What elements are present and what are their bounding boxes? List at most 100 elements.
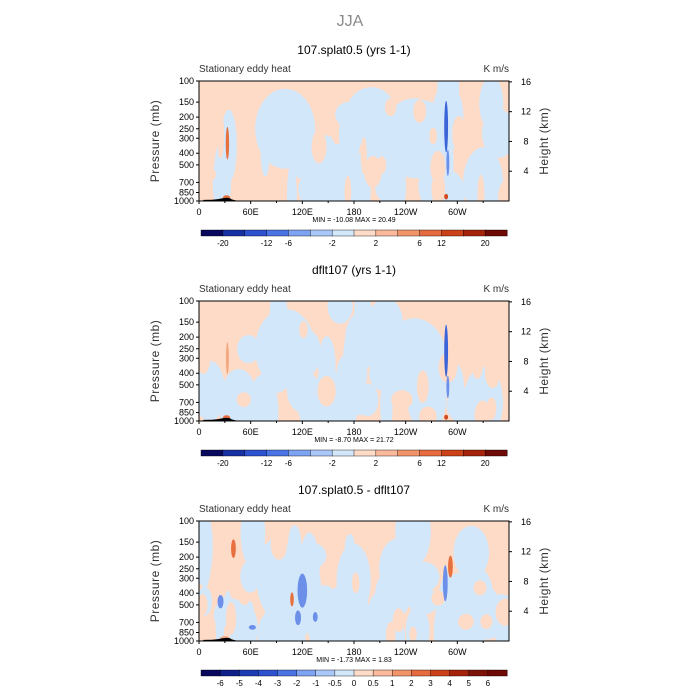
y-axis-label: Pressure (mb) [148,540,162,623]
colorbar-box [277,669,298,677]
y-tick-label: 500 [179,600,194,610]
contour-patch [438,352,458,383]
heatmap-field [199,301,509,421]
y-tick-label: 200 [179,552,194,562]
contour-patch [351,572,360,594]
colorbar-box [449,669,470,677]
colorbar-label: -6 [285,459,293,468]
contour-patch [225,601,237,635]
contour-feature [225,126,230,160]
contour-patch [495,598,509,626]
colorbar-box [200,449,224,457]
x-tick-label: 0 [196,427,201,437]
y-axis-label: Pressure (mb) [148,320,162,403]
contour-feature [248,625,256,630]
contour-feature [446,149,450,177]
colorbar-box [353,669,374,677]
y-axis-label-right: Height (km) [537,547,551,615]
colorbar-label: -6 [285,239,293,248]
x-tick-label: 60E [243,207,259,217]
contour-feature [444,324,449,377]
contour-patch [240,560,261,593]
contour-patch [256,538,297,619]
colorbar-label: 20 [481,459,490,468]
contour-patch [474,400,491,421]
x-tick-label: 120W [394,427,418,437]
y-tick-label: 300 [179,573,194,583]
panel-variable-label: Stationary eddy heat [199,504,291,515]
contour-patch [311,130,327,164]
height-tick-label: 8 [523,356,528,366]
contour-patch [323,584,368,641]
colorbar-box [244,229,268,237]
contour-patch [199,360,226,421]
y-tick-label: 850 [179,408,194,418]
height-tick-label: 4 [523,606,528,616]
panel-1: 107.splat0.5 (yrs 1-1) Stationary eddy he… [148,43,551,248]
y-tick-label: 1000 [174,416,194,426]
panel-2: dflt107 (yrs 1-1) Stationary eddy heat K m… [148,263,551,468]
contour-patch [214,325,223,361]
contour-feature [442,565,448,602]
contour-patch [463,147,504,201]
y-tick-label: 300 [179,353,194,363]
colorbar-box [463,229,486,237]
panel-3: 107.splat0.5 - dflt107 Stationary eddy he… [148,483,551,688]
contour-feature [231,539,236,558]
heatmap-field [199,521,509,641]
contour-feature [225,342,229,375]
colorbar-box [375,449,399,457]
contour-patch [431,590,445,606]
y-tick-label: 100 [179,296,194,306]
contour-patch [298,164,359,201]
min-max-label: MIN = -1.73 MAX = 1.83 [316,657,392,664]
colorbar-label: -2 [293,679,301,688]
colorbar-box [239,669,259,677]
contour-patch [473,580,487,596]
colorbar-box [331,449,355,457]
panel-title: 107.splat0.5 (yrs 1-1) [297,43,410,57]
panel-variable-label: Stationary eddy heat [199,64,291,75]
contour-patch [409,626,417,641]
colorbar-label: -5 [236,679,244,688]
contour-patch [344,175,352,201]
contour-patch [484,356,501,389]
colorbar-box [353,449,377,457]
y-tick-label: 150 [179,537,194,547]
contour-patch [212,152,232,201]
colorbar-label: 6 [486,679,491,688]
colorbar-box [487,669,508,677]
y-axis-label-right: Height (km) [537,327,551,395]
panel-units-label: K m/s [483,284,509,295]
colorbar-label: 0 [352,679,357,688]
y-axis-label: Pressure (mb) [148,100,162,183]
contour-patch [452,115,466,153]
colorbar-box [411,669,431,677]
panel-title: dflt107 (yrs 1-1) [312,263,396,277]
colorbar-box [441,449,464,457]
colorbar-box [441,229,464,237]
colorbar-box [397,229,421,237]
contour-patch [255,88,316,169]
x-tick-label: 180 [346,647,361,657]
contour-patch [384,98,397,117]
colorbar-box [266,449,289,457]
contour-patch [299,320,308,339]
contour-patch [360,136,367,175]
contour-patch [477,174,485,201]
contour-patch [199,521,212,589]
contour-patch [416,370,429,403]
contour-patch [317,375,336,407]
colorbar-box [419,229,442,237]
x-tick-label: 60W [448,647,467,657]
contour-patch [419,406,437,421]
min-max-label: MIN = -10.08 MAX = 20.49 [312,217,395,224]
y-tick-label: 500 [179,160,194,170]
season-title: JJA [337,13,364,30]
contour-patch [286,161,297,201]
contour-patch [472,352,483,379]
contour-feature [446,375,450,399]
contour-patch [327,301,353,324]
y-tick-label: 850 [179,188,194,198]
